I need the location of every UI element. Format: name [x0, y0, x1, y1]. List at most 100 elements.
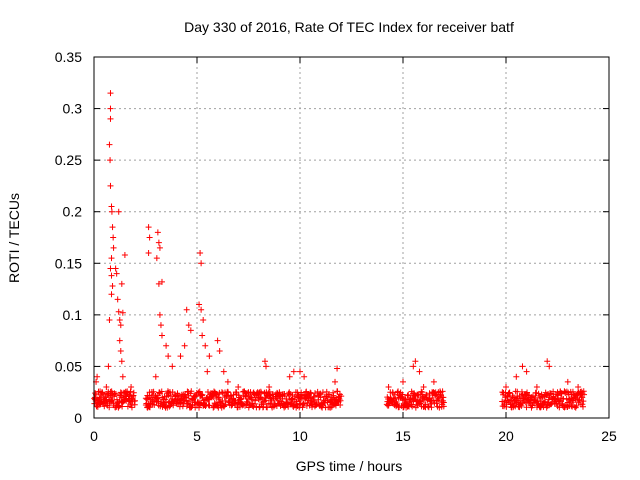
data-point — [416, 368, 423, 375]
x-tick-label: 10 — [292, 428, 308, 444]
data-point — [389, 389, 396, 396]
data-point — [107, 182, 114, 189]
data-point — [555, 392, 562, 399]
data-point — [420, 384, 427, 391]
data-point — [564, 378, 571, 385]
data-point — [286, 373, 293, 380]
data-point — [116, 337, 123, 344]
data-point — [334, 365, 341, 372]
y-tick-label: 0 — [74, 410, 82, 426]
data-point — [181, 342, 188, 349]
data-point — [573, 402, 580, 409]
data-point — [153, 255, 160, 262]
data-point — [196, 388, 203, 395]
data-point — [394, 400, 401, 407]
data-point — [301, 373, 308, 380]
data-point — [281, 404, 288, 411]
data-point — [576, 397, 583, 404]
data-point — [220, 368, 227, 375]
data-point — [165, 353, 172, 360]
data-point — [158, 278, 165, 285]
data-point — [235, 384, 242, 391]
data-point — [580, 398, 587, 405]
data-point — [116, 402, 123, 409]
data-point — [533, 384, 540, 391]
x-tick-label: 0 — [90, 428, 98, 444]
data-point — [503, 384, 509, 391]
data-point — [113, 270, 120, 277]
data-point — [156, 244, 163, 251]
data-point — [197, 401, 204, 408]
data-point — [144, 404, 151, 411]
data-point — [385, 384, 392, 391]
data-point — [107, 157, 114, 164]
data-point — [118, 280, 125, 287]
data-point — [116, 317, 123, 324]
data-point — [222, 397, 229, 404]
data-point — [327, 404, 334, 411]
x-tick-label: 5 — [193, 428, 201, 444]
data-point — [166, 403, 173, 410]
data-point — [196, 404, 203, 411]
data-point — [276, 389, 283, 396]
data-point — [124, 403, 131, 410]
data-point — [161, 396, 168, 403]
data-point — [108, 255, 115, 262]
grid — [94, 57, 609, 418]
data-point — [107, 115, 114, 122]
data-point — [395, 388, 402, 395]
data-point — [158, 332, 165, 339]
data-point — [119, 373, 126, 380]
data-point — [146, 234, 153, 241]
data-point — [499, 389, 506, 396]
axis-ticks — [93, 56, 610, 419]
data-point — [117, 347, 124, 354]
data-point — [199, 332, 206, 339]
data-point — [221, 402, 228, 409]
y-tick-label: 0.1 — [63, 307, 83, 323]
data-point — [405, 391, 412, 398]
x-tick-label: 25 — [601, 428, 617, 444]
chart-title: Day 330 of 2016, Rate Of TEC Index for r… — [184, 19, 514, 35]
data-point — [417, 399, 424, 406]
data-point — [399, 391, 406, 398]
data-point — [105, 363, 112, 370]
data-point — [200, 317, 207, 324]
data-point — [92, 394, 99, 401]
data-point — [579, 394, 586, 401]
data-point — [155, 239, 162, 246]
data-point — [183, 397, 190, 404]
data-point — [206, 402, 213, 409]
data-point — [110, 244, 117, 251]
data-point — [412, 358, 419, 365]
data-point — [400, 378, 406, 385]
data-point — [188, 388, 195, 395]
data-point — [127, 388, 134, 395]
data-point — [95, 399, 102, 406]
data-point — [555, 399, 562, 406]
data-point — [518, 402, 525, 409]
data-point — [274, 397, 281, 404]
data-point — [312, 390, 319, 397]
data-point — [428, 404, 435, 411]
data-point — [409, 403, 416, 410]
data-point — [554, 389, 561, 396]
data-point — [169, 363, 176, 370]
data-point — [579, 403, 586, 410]
data-point — [245, 389, 252, 396]
data-point — [109, 224, 116, 231]
data-point — [183, 306, 190, 313]
data-point — [318, 401, 325, 408]
data-point — [260, 401, 267, 408]
data-point — [332, 402, 339, 409]
data-point — [121, 252, 128, 259]
data-point — [392, 395, 399, 402]
data-point — [518, 388, 525, 395]
data-point — [529, 402, 536, 409]
data-point — [297, 368, 303, 375]
data-point — [404, 392, 411, 399]
data-point — [198, 306, 205, 313]
data-point — [108, 203, 115, 210]
data-point — [109, 282, 116, 289]
data-point — [440, 399, 447, 406]
